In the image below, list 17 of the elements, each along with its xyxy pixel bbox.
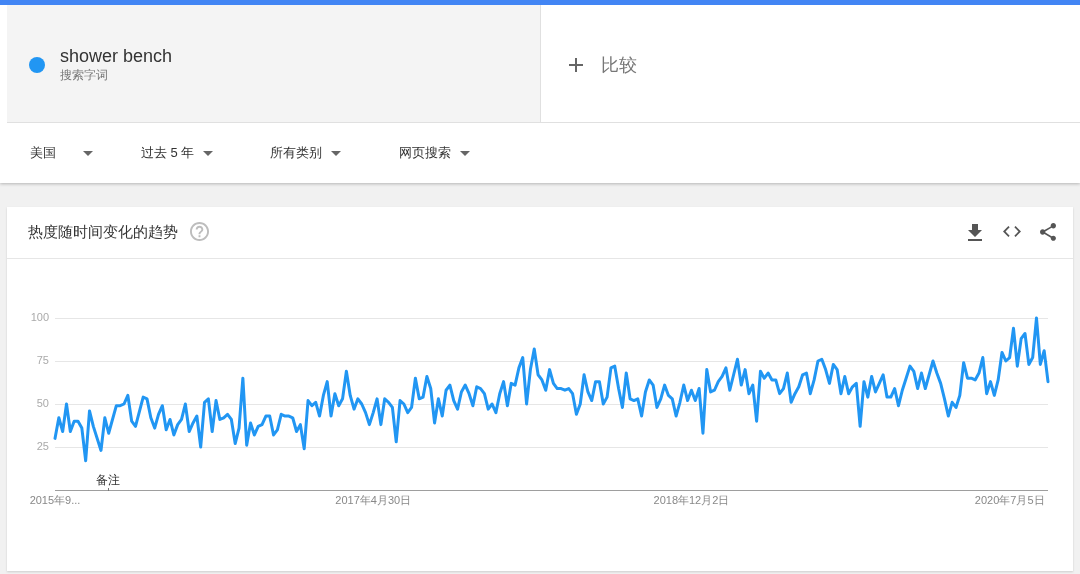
legend-label: shower bench bbox=[60, 45, 173, 67]
x-tick-label: 2018年12月2日 bbox=[653, 493, 730, 506]
x-tick-label: 2020年7月5日 bbox=[974, 493, 1045, 506]
text: 网页搜索 bbox=[399, 144, 451, 162]
y-tick-label: 25 bbox=[36, 440, 49, 453]
chart-title: 热度随时间变化的趋势 bbox=[28, 222, 178, 242]
y-tick-label: 50 bbox=[36, 397, 49, 410]
y-tick-label: 100 bbox=[30, 311, 49, 324]
text: 比较 bbox=[601, 54, 637, 76]
text: 过去 5 年 bbox=[141, 144, 195, 162]
x-tick-label: 2015年9... bbox=[29, 493, 81, 506]
x-tick-label: 2017年4月30日 bbox=[335, 493, 412, 506]
annotation: 备注 bbox=[96, 473, 120, 487]
text: 美国 bbox=[30, 144, 57, 162]
text: 所有类别 bbox=[270, 144, 322, 162]
y-tick-label: 75 bbox=[36, 354, 49, 367]
text: 搜索字词 bbox=[60, 67, 108, 83]
